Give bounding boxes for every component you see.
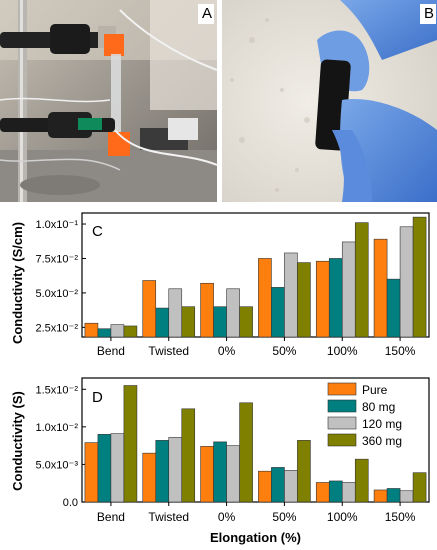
bar-d-Pure-5 [373,489,388,503]
category-label-d-1: Twisted [148,510,189,524]
category-label-d-3: 50% [272,510,296,524]
y-axis-title-d: Conductivity (S) [10,391,25,491]
bar-c-Pure-3 [258,258,272,338]
bar-c-120mg-5 [399,226,414,338]
legend-label-Pure: Pure [362,383,388,397]
y-tick-label-d-3: 1.5x10⁻² [36,384,79,396]
x-axis-title-d: Elongation (%) [210,530,301,545]
bar-d-120mg-1 [168,437,183,503]
bar-d-120mg-0 [110,433,125,503]
bar-d-80mg-3 [271,467,285,503]
y-tick-label-c-3: 1.0x10⁻¹ [36,219,79,231]
gloved-hand-image [222,0,437,202]
bar-c-80mg-1 [155,307,170,338]
y-tick-label-c-0: 2.5x10⁻² [36,322,79,334]
category-label-d-4: 100% [327,510,358,524]
bar-c-120mg-3 [284,252,298,338]
panel-letter-c: C [92,223,103,240]
bar-c-80mg-4 [328,258,343,338]
bar-c-Pure-1 [142,280,157,338]
legend-label-80mg: 80 mg [362,400,395,414]
bar-c-80mg-3 [271,287,285,338]
category-label-c-2: 0% [218,344,236,358]
bar-c-360mg-5 [412,216,427,338]
bar-c-80mg-5 [386,278,401,338]
legend-swatch-360mg [327,433,357,447]
bar-d-80mg-1 [155,440,170,503]
bar-c-360mg-3 [297,262,311,338]
bar-c-Pure-2 [200,282,214,338]
legend-label-120mg: 120 mg [362,417,402,431]
category-label-c-3: 50% [272,344,296,358]
bar-c-120mg-1 [168,288,183,338]
bar-d-80mg-2 [213,441,227,503]
tensile-setup-image [0,0,217,202]
bar-c-Pure-4 [315,260,330,338]
panel-letter-a: A [202,5,213,22]
category-label-c-1: Twisted [148,344,189,358]
bar-d-120mg-3 [284,470,298,503]
plot-frame-c [81,212,430,338]
bar-d-360mg-1 [181,408,196,503]
category-label-c-5: 150% [385,344,416,358]
bar-d-120mg-5 [399,490,414,503]
photo-tensile-setup [0,0,217,202]
bar-c-360mg-2 [239,306,253,338]
y-tick-label-d-2: 1.0x10⁻² [36,422,79,434]
bar-c-80mg-0 [97,328,112,338]
bar-d-80mg-4 [328,480,343,503]
category-label-c-0: Bend [97,344,125,358]
legend-swatch-80mg [327,399,357,413]
bar-c-120mg-2 [226,288,240,338]
bar-d-Pure-4 [315,482,330,503]
bar-d-360mg-0 [123,385,138,503]
bar-d-360mg-3 [297,440,311,503]
bar-d-80mg-0 [97,434,112,503]
plot-frame-d [81,377,430,503]
bar-c-360mg-1 [181,306,196,338]
y-tick-label-d-0: 0.0 [63,497,78,509]
bar-d-Pure-3 [258,470,272,503]
bar-c-80mg-2 [213,306,227,338]
bar-d-Pure-1 [142,452,157,503]
bar-d-360mg-5 [412,472,427,503]
category-label-c-4: 100% [327,344,358,358]
bar-d-360mg-4 [354,458,369,503]
bar-d-80mg-5 [386,488,401,503]
bar-c-Pure-5 [373,238,388,338]
panel-letter-d: D [92,389,103,406]
category-label-d-2: 0% [218,510,236,524]
y-axis-title-c: Conductivity (S/cm) [10,222,25,344]
legend-label-360mg: 360 mg [362,434,402,448]
bar-d-Pure-2 [200,446,214,503]
legend-swatch-Pure [327,382,357,396]
bar-c-360mg-0 [123,325,138,338]
bar-c-120mg-0 [110,324,125,338]
bar-d-120mg-2 [226,445,240,503]
bar-c-120mg-4 [341,241,356,338]
category-label-d-0: Bend [97,510,125,524]
bar-c-Pure-0 [84,322,99,338]
legend-swatch-120mg [327,416,357,430]
y-tick-label-c-2: 7.5x10⁻² [36,253,79,265]
category-label-d-5: 150% [385,510,416,524]
bar-c-360mg-4 [354,222,369,338]
bar-d-120mg-4 [341,482,356,503]
photo-gloved-hand [222,0,437,202]
y-tick-label-c-1: 5.0x10⁻² [36,288,79,300]
bar-d-360mg-2 [239,402,253,503]
panel-letter-b: B [424,5,435,22]
bar-d-Pure-0 [84,442,99,503]
y-tick-label-d-1: 5.0x10⁻³ [36,459,79,471]
